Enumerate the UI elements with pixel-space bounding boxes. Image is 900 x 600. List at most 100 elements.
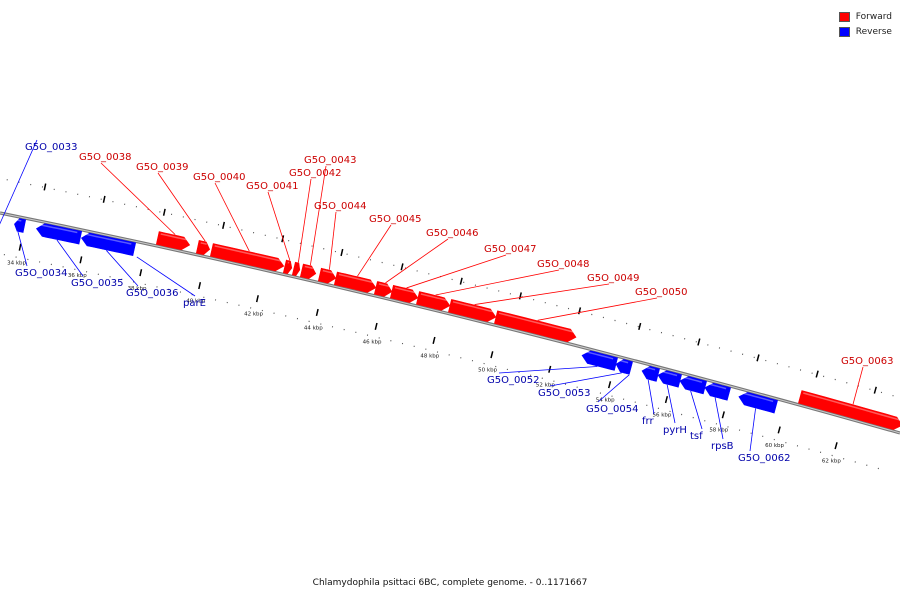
outer-scale-tick bbox=[340, 248, 344, 257]
scale-tick bbox=[432, 336, 436, 344]
gene-highlight bbox=[644, 366, 656, 371]
leader-line-G5O_0033 bbox=[0, 139, 38, 225]
leader-line-frr bbox=[647, 379, 655, 415]
gene-label-G5O_0045: G5O_0045 bbox=[369, 214, 421, 225]
scale-tick bbox=[664, 396, 669, 404]
gene-highlight bbox=[682, 376, 703, 383]
legend-label-reverse: Reverse bbox=[855, 26, 892, 37]
scale-tick-label: 58 kbp bbox=[709, 428, 728, 434]
scale-tick-label: 44 kbp bbox=[304, 326, 323, 332]
leader-line-G5O_0035 bbox=[56, 239, 84, 277]
gene-label-G5O_0038: G5O_0038 bbox=[79, 152, 131, 163]
scale-tick-label: 40 kbp bbox=[186, 299, 205, 305]
leader-line-G5O_0043 bbox=[309, 165, 327, 266]
gene-label-parE: parE bbox=[183, 298, 206, 309]
scale-tick-label: 50 kbp bbox=[478, 368, 497, 374]
gene-arrow-G5O_0042 bbox=[291, 261, 301, 277]
scale-tick bbox=[315, 308, 319, 317]
gene-label-G5O_0049: G5O_0049 bbox=[587, 273, 639, 284]
reverse-swatch bbox=[838, 26, 850, 37]
scale-tick bbox=[79, 256, 83, 264]
outer-scale-tick bbox=[102, 195, 106, 203]
gene-arrow-G5O_0034 bbox=[14, 218, 27, 233]
outer-scale-tick bbox=[43, 183, 47, 191]
leader-line-G5O_0038 bbox=[100, 162, 176, 235]
leader-line-G5O_0063 bbox=[852, 366, 864, 405]
scale-tick bbox=[198, 282, 202, 290]
gene-label-G5O_0036: G5O_0036 bbox=[126, 288, 178, 299]
gene-arrow-G5O_0044 bbox=[317, 267, 337, 284]
outer-scale-tick bbox=[577, 307, 582, 315]
scale-tick-label: 60 kbp bbox=[765, 443, 784, 449]
gene-highlight bbox=[498, 312, 574, 333]
leader-line-G5O_0042 bbox=[297, 178, 312, 263]
gene-highlight bbox=[17, 219, 22, 222]
leader-line-G5O_0053 bbox=[549, 372, 622, 387]
gene-label-G5O_0047: G5O_0047 bbox=[484, 244, 536, 255]
gene-highlight bbox=[322, 269, 334, 274]
leader-line-G5O_0039 bbox=[157, 172, 206, 242]
gene-label-G5O_0048: G5O_0048 bbox=[537, 259, 589, 270]
gene-arrow-G5O_0049 bbox=[448, 299, 497, 322]
gene-arrow-G5O_0039 bbox=[195, 240, 211, 256]
gene-label-G5O_0033: G5O_0033 bbox=[25, 142, 77, 153]
scale-tick bbox=[607, 381, 612, 389]
leader-line-G5O_0049 bbox=[474, 283, 610, 305]
gene-label-frr: frr bbox=[642, 416, 654, 427]
gene-arrow-G5O_0038 bbox=[155, 231, 191, 251]
leader-line-G5O_0040 bbox=[214, 182, 250, 252]
outer-scale-tick bbox=[400, 263, 404, 271]
scale-tick bbox=[139, 269, 143, 277]
leader-line-G5O_0036 bbox=[106, 250, 139, 287]
gene-highlight bbox=[584, 350, 614, 360]
gene-label-G5O_0040: G5O_0040 bbox=[193, 172, 245, 183]
gene-arrow-G5O_0035 bbox=[35, 223, 83, 245]
gene-label-G5O_0041: G5O_0041 bbox=[246, 181, 298, 192]
gene-label-G5O_0054: G5O_0054 bbox=[586, 404, 638, 415]
gene-label-G5O_0062: G5O_0062 bbox=[738, 453, 790, 464]
gene-label-G5O_0039: G5O_0039 bbox=[136, 162, 188, 173]
gene-arrow-G5O_0053 bbox=[615, 359, 633, 375]
leader-line-G5O_0048 bbox=[435, 269, 560, 296]
gene-arrow-G5O_0062 bbox=[738, 392, 778, 414]
gene-label-rpsB: rpsB bbox=[711, 441, 734, 452]
gene-arrow-rpsB bbox=[704, 382, 731, 401]
scale-tick-label: 62 kbp bbox=[822, 459, 841, 465]
outer-scale-tick bbox=[162, 208, 166, 216]
gene-arrow-G5O_0040 bbox=[209, 243, 285, 272]
gene-label-G5O_0044: G5O_0044 bbox=[314, 201, 366, 212]
leader-line-G5O_0047 bbox=[406, 254, 507, 289]
gene-arrow-G5O_0046 bbox=[373, 281, 393, 297]
gene-highlight bbox=[803, 392, 900, 421]
outer-scale-tick bbox=[873, 386, 877, 394]
gene-arrow-G5O_0036 bbox=[80, 232, 137, 256]
scale-tick bbox=[374, 322, 378, 330]
scale-tick bbox=[18, 243, 22, 251]
scale-tick-label: 46 kbp bbox=[363, 339, 382, 345]
gene-arrow-G5O_0063 bbox=[798, 390, 900, 430]
gene-highlight bbox=[200, 242, 207, 245]
leader-line-pyrH bbox=[666, 384, 676, 424]
legend-item-reverse: Reverse bbox=[838, 24, 892, 39]
leader-line-parE bbox=[136, 256, 196, 297]
leader-line-G5O_0050 bbox=[537, 297, 658, 321]
backbone-highlight bbox=[0, 212, 900, 434]
gene-arrow-G5O_0050 bbox=[494, 310, 577, 343]
gene-label-G5O_0063: G5O_0063 bbox=[841, 356, 893, 367]
gene-label-G5O_0052: G5O_0052 bbox=[487, 375, 539, 386]
gene-highlight bbox=[160, 233, 187, 241]
outer-scale-tick bbox=[459, 277, 463, 285]
gene-arrow-G5O_0048 bbox=[416, 291, 451, 311]
leader-line-G5O_0034 bbox=[17, 231, 28, 267]
gene-highlight bbox=[338, 273, 374, 284]
gene-highlight bbox=[214, 245, 281, 262]
outer-scale-tick bbox=[756, 354, 760, 362]
gene-label-pyrH: pyrH bbox=[663, 425, 687, 436]
scale-tick bbox=[777, 426, 781, 434]
scale-tick-label: 42 kbp bbox=[244, 312, 263, 318]
scale-tick-label: 52 kbp bbox=[536, 382, 555, 388]
gene-arrow-G5O_0041 bbox=[282, 259, 293, 275]
legend-item-forward: Forward bbox=[838, 9, 892, 24]
gene-label-G5O_0046: G5O_0046 bbox=[426, 228, 478, 239]
